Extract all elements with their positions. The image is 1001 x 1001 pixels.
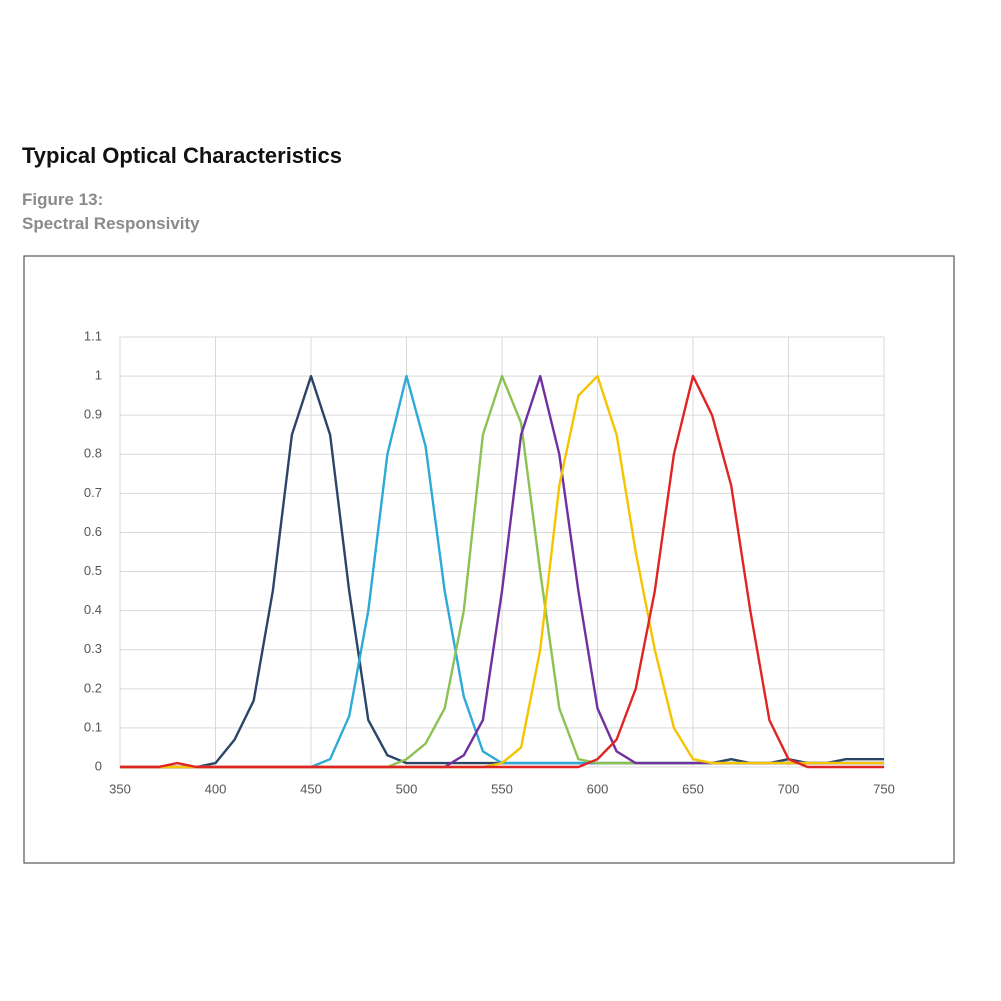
x-tick-label: 400	[205, 781, 227, 796]
x-tick-label: 600	[587, 781, 609, 796]
y-tick-label: 0.7	[84, 485, 102, 500]
y-tick-label: 0.6	[84, 524, 102, 539]
figure-label: Figure 13:	[22, 190, 104, 209]
y-tick-label: 0.8	[84, 446, 102, 461]
data-line	[120, 374, 884, 769]
y-tick-label: 0.3	[84, 641, 102, 656]
y-tick-label: 0.1	[84, 719, 102, 734]
y-tick-label: 0.5	[84, 563, 102, 578]
heading: Typical Optical Characteristics	[22, 143, 342, 168]
figure-caption: Spectral Responsivity	[22, 214, 200, 233]
y-tick-label: 0.2	[84, 680, 102, 695]
y-tick-label: 1.1	[84, 328, 102, 343]
x-tick-label: 750	[873, 781, 895, 796]
x-tick-label: 550	[491, 781, 513, 796]
chart-frame	[23, 255, 955, 864]
y-tick-label: 0.4	[84, 602, 102, 617]
x-tick-label: 350	[109, 781, 131, 796]
x-tick-label: 700	[778, 781, 800, 796]
y-tick-label: 0.9	[84, 407, 102, 422]
x-tick-label: 450	[300, 781, 322, 796]
x-tick-label: 650	[682, 781, 704, 796]
y-tick-label: 1	[95, 368, 102, 383]
y-tick-label: 0	[95, 758, 102, 773]
x-tick-label: 500	[396, 781, 418, 796]
